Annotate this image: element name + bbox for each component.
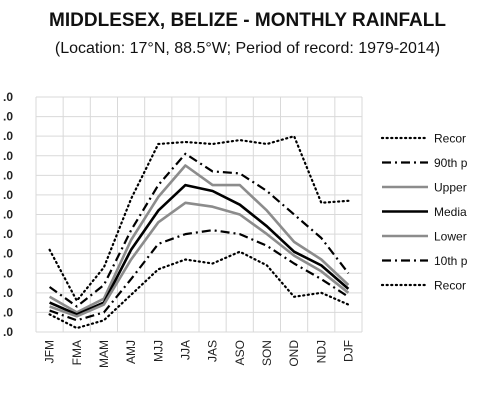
y-tick-label: .0: [3, 305, 13, 319]
series-line: [48, 135, 350, 302]
legend-label: Upper: [434, 181, 467, 195]
x-tick-label: NDJ: [314, 340, 328, 363]
y-tick-label: .0: [3, 168, 13, 182]
x-axis-ticks: JFM FMA MAM AMJ MJJ JJA JAS ASO SON OND NDJ DJF: [43, 340, 356, 368]
legend-label: 90th p: [434, 156, 468, 170]
legend: Recor 90th p Upper Media Lower 10th p Recor: [380, 132, 468, 293]
series-line: [48, 164, 350, 314]
y-axis-ticks: .0 .0 .0 .0 .0 .0 .0 .0 .0 .0 .0 .0 .0: [3, 90, 13, 339]
x-tick-label: JAS: [206, 340, 220, 362]
x-tick-label: DJF: [341, 340, 355, 362]
chart-title: MIDDLESEX, BELIZE - MONTHLY RAINFALL: [49, 10, 446, 31]
y-tick-label: .0: [3, 247, 13, 261]
legend-label: 10th p: [434, 254, 468, 268]
y-tick-label: .0: [3, 90, 13, 104]
x-tick-label: JJA: [178, 340, 192, 360]
x-tick-label: MAM: [97, 340, 111, 368]
y-tick-label: .0: [3, 208, 13, 222]
series-line: [48, 250, 350, 330]
series-layer: [48, 135, 350, 330]
y-tick-label: .0: [3, 286, 13, 300]
y-tick-label: .0: [3, 129, 13, 143]
x-tick-label: ASO: [233, 340, 247, 365]
x-tick-label: OND: [287, 340, 301, 367]
y-tick-label: .0: [3, 149, 13, 163]
series-line: [48, 152, 350, 308]
x-tick-label: MJJ: [151, 340, 165, 362]
series-line: [49, 183, 350, 316]
series-line: [49, 201, 350, 318]
legend-label: Recor: [434, 132, 466, 146]
legend-label: Lower: [434, 230, 467, 244]
x-tick-label: FMA: [70, 340, 84, 365]
legend-label: Media: [434, 205, 467, 219]
y-tick-label: .0: [3, 266, 13, 280]
y-tick-label: .0: [3, 325, 13, 339]
y-tick-label: .0: [3, 188, 13, 202]
y-tick-label: .0: [3, 227, 13, 241]
legend-label: Recor: [434, 279, 466, 293]
grid-layer: [35, 96, 363, 333]
y-tick-label: .0: [3, 110, 13, 124]
x-tick-label: JFM: [43, 340, 57, 363]
x-tick-label: AMJ: [124, 340, 138, 364]
series-line: [49, 229, 350, 322]
x-tick-label: SON: [260, 340, 274, 366]
chart-subtitle: (Location: 17°N, 88.5°W; Period of recor…: [54, 40, 441, 57]
